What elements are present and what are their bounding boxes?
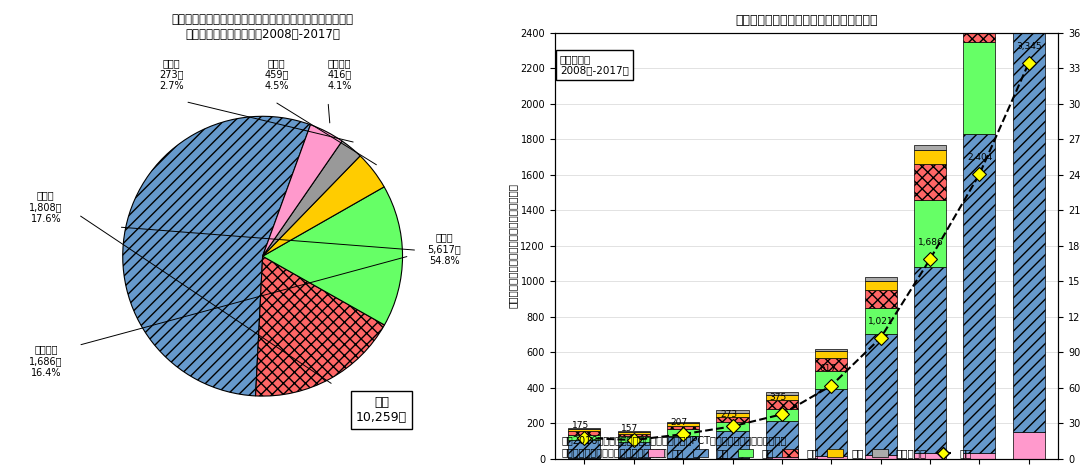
- Bar: [568, 440, 600, 458]
- Bar: [618, 434, 650, 437]
- Bar: [716, 422, 748, 431]
- Bar: [568, 431, 600, 435]
- Bar: [618, 437, 650, 442]
- 合計: [578, 435, 591, 441]
- Bar: [815, 388, 848, 456]
- Bar: [865, 308, 896, 335]
- Bar: [667, 422, 699, 423]
- Bar: [815, 351, 848, 358]
- Bar: [1013, 0, 1044, 432]
- Wedge shape: [262, 125, 342, 256]
- Bar: [1013, 432, 1044, 459]
- Bar: [815, 358, 848, 371]
- Text: 欧州国籍
1,686件
16.4%: 欧州国籍 1,686件 16.4%: [29, 344, 63, 378]
- Bar: [568, 428, 600, 429]
- Title: （出願人国籍別ファミリー件数及びファミリー件数比率）
出願年（優先権主張年）2008年-2017年: （出願人国籍別ファミリー件数及びファミリー件数比率） 出願年（優先権主張年）20…: [172, 13, 353, 41]
- Text: 注）2016年以降はデータベース収録の遅れ、PCT出願の各国移行のずれ等で、
全出願を反映していない可能性がある。: 注）2016年以降はデータベース収録の遅れ、PCT出願の各国移行のずれ等で、 全…: [562, 435, 787, 457]
- Bar: [766, 457, 798, 459]
- 合計: [825, 383, 838, 388]
- Text: 175: 175: [572, 422, 590, 431]
- Legend: 日本, 米国, 欧州, 中国, 韓国, その他国籍, 合計: 日本, 米国, 欧州, 中国, 韓国, その他国籍, 合計: [644, 445, 976, 463]
- Text: 米国籍
5,617件
54.8%: 米国籍 5,617件 54.8%: [428, 233, 461, 266]
- Bar: [618, 442, 650, 458]
- Y-axis label: 出願人国籍（地域）別ファミリー件数（件）: 出願人国籍（地域）別ファミリー件数（件）: [508, 183, 517, 308]
- Bar: [914, 199, 946, 267]
- 合計: [726, 424, 739, 429]
- 合計: [923, 256, 936, 262]
- Bar: [914, 150, 946, 164]
- Text: その他
459件
4.5%: その他 459件 4.5%: [265, 58, 288, 91]
- Wedge shape: [123, 116, 310, 396]
- Text: 合計
10,259件: 合計 10,259件: [356, 396, 407, 424]
- Wedge shape: [256, 256, 384, 396]
- Bar: [865, 335, 896, 455]
- Bar: [568, 458, 600, 459]
- Bar: [914, 267, 946, 453]
- Bar: [766, 400, 798, 409]
- Wedge shape: [262, 141, 360, 256]
- Bar: [716, 431, 748, 458]
- Bar: [618, 458, 650, 459]
- Text: 優先権主張
2008年-2017年: 優先権主張 2008年-2017年: [559, 54, 629, 76]
- Bar: [963, 0, 996, 42]
- Bar: [716, 413, 748, 417]
- Bar: [618, 431, 650, 432]
- Text: 日本国籍
416件
4.1%: 日本国籍 416件 4.1%: [327, 58, 352, 91]
- Bar: [716, 410, 748, 413]
- 合計: [677, 431, 690, 437]
- Bar: [667, 423, 699, 426]
- 合計: [627, 437, 640, 443]
- Bar: [716, 417, 748, 422]
- Text: 157: 157: [621, 424, 638, 432]
- Bar: [766, 392, 798, 395]
- Title: 出願人国籍（地域）別ファミリー件数推移: 出願人国籍（地域）別ファミリー件数推移: [735, 15, 878, 28]
- Bar: [865, 290, 896, 308]
- Bar: [568, 435, 600, 440]
- 合計: [1023, 60, 1036, 66]
- Text: 375: 375: [770, 393, 787, 402]
- Text: 207: 207: [671, 417, 688, 427]
- Bar: [766, 409, 798, 421]
- Text: 273: 273: [720, 410, 738, 419]
- Bar: [914, 453, 946, 459]
- Text: 3,345: 3,345: [1016, 42, 1042, 51]
- Bar: [865, 278, 896, 281]
- Bar: [667, 458, 699, 459]
- Text: 617: 617: [819, 365, 836, 373]
- Bar: [865, 455, 896, 459]
- Bar: [618, 432, 650, 434]
- Bar: [914, 164, 946, 199]
- Bar: [815, 371, 848, 388]
- Bar: [865, 281, 896, 290]
- Bar: [716, 458, 748, 459]
- Bar: [667, 426, 699, 429]
- Bar: [667, 437, 699, 458]
- Bar: [766, 421, 798, 457]
- Bar: [963, 453, 996, 459]
- Text: 中国籍
1,808件
17.6%: 中国籍 1,808件 17.6%: [29, 190, 63, 224]
- Wedge shape: [262, 156, 384, 256]
- Bar: [815, 456, 848, 459]
- 合計: [775, 411, 788, 417]
- Text: 1,021: 1,021: [868, 317, 894, 326]
- 合計: [874, 335, 887, 341]
- Text: 2,404: 2,404: [967, 153, 993, 162]
- Text: 韓国籍
273件
2.7%: 韓国籍 273件 2.7%: [160, 58, 184, 91]
- Wedge shape: [262, 187, 403, 325]
- 合計: [973, 171, 986, 177]
- Bar: [766, 395, 798, 400]
- Bar: [963, 42, 996, 134]
- Text: 1,686: 1,686: [918, 238, 944, 247]
- Bar: [914, 145, 946, 150]
- Bar: [963, 134, 996, 453]
- Line: 合計: 合計: [580, 58, 1034, 445]
- Bar: [815, 349, 848, 351]
- Bar: [568, 429, 600, 431]
- Bar: [667, 429, 699, 437]
